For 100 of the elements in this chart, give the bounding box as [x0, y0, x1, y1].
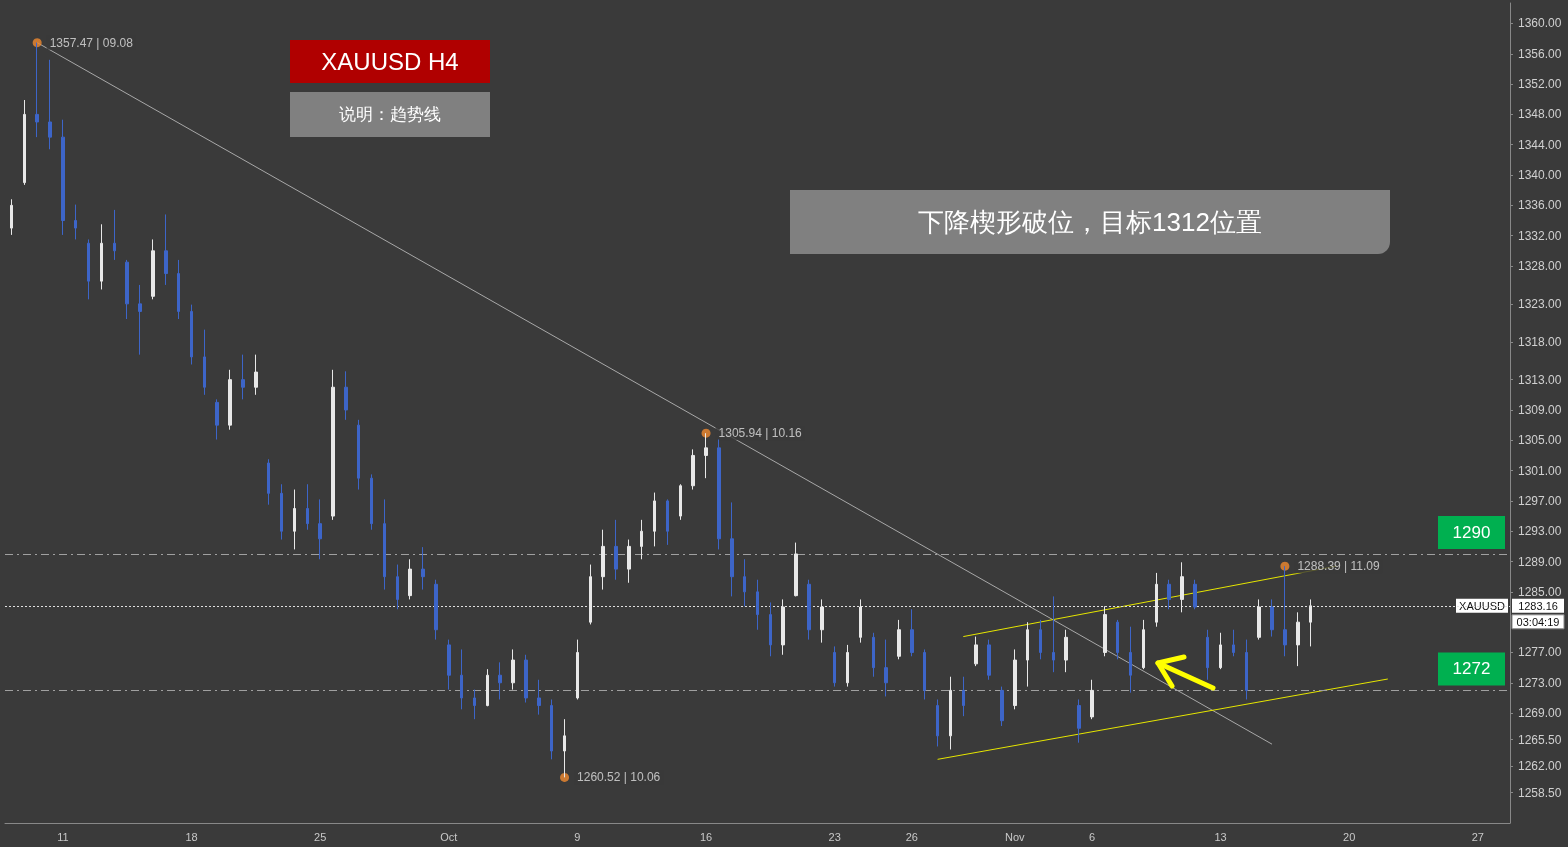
candlestick: [177, 259, 180, 320]
x-tick-label: 13: [1214, 830, 1227, 843]
y-tick-label: 1289.00: [1518, 554, 1562, 569]
y-tick-label: 1293.00: [1518, 524, 1562, 539]
x-tick-label: 11: [57, 830, 69, 843]
candlestick: [61, 119, 65, 236]
caption-box: 说明：趋势线: [290, 92, 490, 137]
candlestick: [254, 354, 258, 396]
candlestick: [807, 579, 811, 641]
candlestick: [1270, 598, 1274, 638]
candlestick: [743, 558, 746, 607]
point: [1280, 561, 1290, 571]
candlestick: [730, 501, 734, 597]
candlestick: [1167, 579, 1171, 610]
y-tick-label: 1273.00: [1518, 675, 1562, 690]
candlestick: [1064, 629, 1068, 673]
candlestick: [962, 676, 965, 717]
title-box: XAUUSD H4: [290, 40, 490, 83]
candlestick: [511, 648, 515, 691]
candlestick: [151, 238, 155, 300]
data-label: 1288.39 | 11.09: [1297, 559, 1381, 574]
candlestick: [1116, 619, 1119, 660]
text: 03:04:19: [1516, 615, 1560, 628]
point: [560, 772, 570, 782]
x-tick-label: Nov: [1004, 830, 1026, 843]
candlestick: [833, 645, 836, 688]
y-tick-label: 1348.00: [1518, 107, 1562, 122]
candlestick: [100, 223, 103, 290]
candlestick: [383, 498, 386, 591]
candlestick: [923, 648, 926, 700]
candlestick: [306, 483, 309, 531]
candlestick: [228, 369, 232, 431]
candlestick: [486, 668, 489, 707]
data-label: 1260.52 | 10.06: [577, 770, 661, 785]
candlestick: [434, 579, 438, 641]
candlestick: [1090, 679, 1094, 720]
candlestick: [627, 539, 631, 584]
candlestick: [897, 619, 901, 660]
ref-line-label: 1290: [1452, 522, 1491, 542]
data-label: 1357.47 | 09.08: [49, 35, 134, 50]
candlestick: [936, 698, 939, 747]
x-tick-label: Oct: [440, 830, 458, 843]
candlestick: [473, 689, 476, 720]
candlestick: [447, 639, 451, 691]
x-tick-label: 23: [828, 830, 841, 843]
candlestick: [113, 209, 116, 261]
x-tick-label: 26: [905, 830, 918, 843]
candlestick: [267, 458, 270, 506]
candlestick: [1296, 611, 1300, 667]
y-tick-label: 1344.00: [1518, 137, 1562, 152]
candlestick: [704, 432, 708, 479]
y-tick-label: 1332.00: [1518, 228, 1562, 243]
y-tick-label: 1269.00: [1518, 706, 1562, 721]
candlestick: [396, 564, 399, 610]
candlestick: [679, 483, 682, 521]
y-tick-label: 1318.00: [1518, 334, 1562, 349]
y-tick-label: 1313.00: [1518, 372, 1562, 387]
candlestick: [550, 698, 553, 760]
candlestick: [987, 639, 991, 681]
candlestick: [408, 558, 412, 600]
y-tick-label: 1262.00: [1518, 759, 1562, 774]
candlestick: [846, 644, 849, 688]
y-tick-label: 1305.00: [1518, 433, 1562, 448]
text: 1283.16: [1518, 599, 1558, 612]
candlestick: [1283, 565, 1287, 657]
candlestick: [35, 42, 39, 138]
candlestick: [164, 213, 168, 286]
candlestick: [48, 59, 52, 150]
candlestick: [138, 284, 142, 356]
candlestick: [318, 498, 322, 560]
candlestick: [524, 654, 528, 703]
y-tick-label: 1285.00: [1518, 584, 1562, 599]
y-tick-label: 1297.00: [1518, 493, 1562, 508]
candlestick: [190, 304, 193, 365]
candlestick: [769, 601, 772, 657]
candlestick: [576, 639, 579, 700]
candlestick: [1206, 629, 1209, 681]
y-tick-label: 1356.00: [1518, 46, 1562, 61]
candlestick: [1052, 595, 1055, 673]
note-box: 下降楔形破位，目标1312位置: [790, 190, 1390, 254]
candlestick: [1077, 698, 1081, 744]
y-tick-label: 1336.00: [1518, 198, 1562, 213]
candlestick: [203, 329, 206, 396]
y-tick-label: 1328.00: [1518, 258, 1562, 273]
candlestick: [563, 718, 566, 778]
candlestick: [640, 519, 643, 560]
y-tick-label: 1265.50: [1518, 732, 1562, 747]
candlestick: [293, 489, 296, 550]
candlestick: [498, 661, 502, 700]
candlestick: [1026, 621, 1029, 688]
candlestick: [1013, 648, 1017, 710]
ref-line-label: XAUUSD: [1459, 599, 1505, 612]
candlestick: [949, 676, 952, 750]
x-tick-label: 18: [185, 830, 198, 843]
candlestick: [756, 579, 759, 631]
candlestick: [691, 448, 695, 491]
candlestick: [614, 519, 618, 581]
candlestick: [666, 498, 669, 546]
candlestick: [370, 473, 373, 531]
x-tick-label: 16: [699, 830, 713, 843]
